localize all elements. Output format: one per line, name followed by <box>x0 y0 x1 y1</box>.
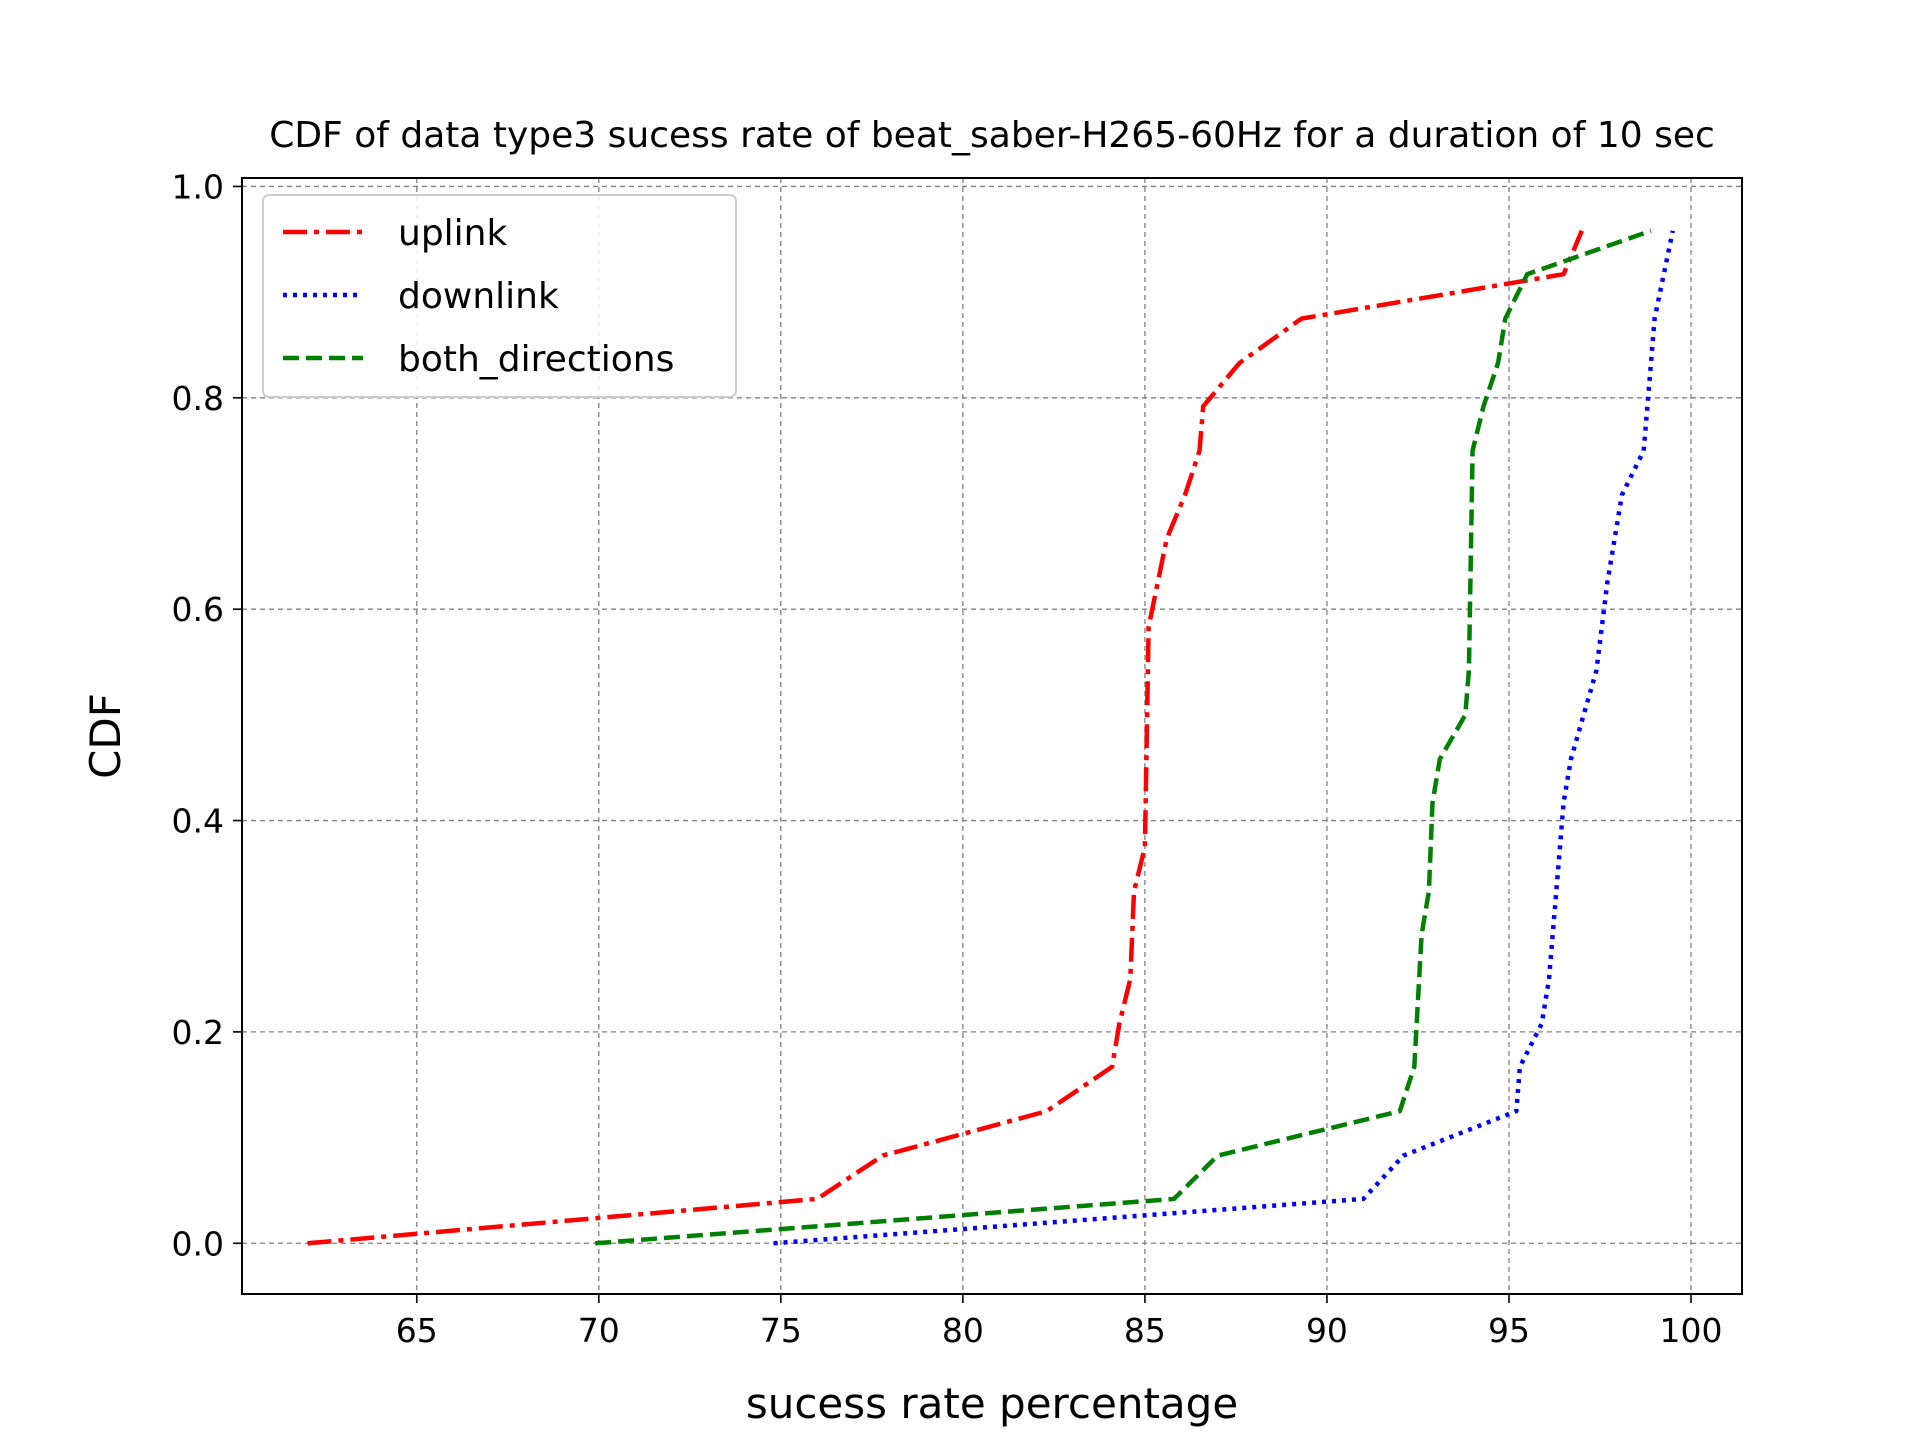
legend-label-uplink: uplink <box>398 213 507 254</box>
grid-lines <box>242 178 1742 1294</box>
x-tick-label: 65 <box>396 1311 438 1350</box>
y-axis-label: CDF <box>81 693 130 779</box>
x-axis-label: sucess rate percentage <box>746 1379 1238 1428</box>
legend-label-both-directions: both_directions <box>398 339 674 380</box>
series-line-both-directions <box>595 228 1652 1246</box>
chart-title: CDF of data type3 sucess rate of beat_sa… <box>269 115 1715 156</box>
axis-ticks: 65 70 75 80 85 90 95 100 0.0 0.2 0.4 0.6 0.8 1.0 <box>172 167 1723 1350</box>
series-line-downlink <box>773 230 1676 1246</box>
series-line-uplink <box>307 229 1584 1246</box>
x-tick-label: 70 <box>578 1311 620 1350</box>
y-tick-label: 0.2 <box>172 1013 224 1052</box>
plot-frame <box>241 177 1743 1295</box>
x-tick-label: 80 <box>942 1311 984 1350</box>
x-tick-label: 100 <box>1660 1311 1723 1350</box>
legend-label-downlink: downlink <box>398 276 559 317</box>
y-tick-label: 0.8 <box>172 379 224 418</box>
x-tick-label: 95 <box>1488 1311 1530 1350</box>
y-tick-label: 1.0 <box>172 167 224 206</box>
y-tick-label: 0.6 <box>172 590 224 629</box>
legend-items: uplink downlink both_directions <box>283 213 674 380</box>
series-lines <box>307 228 1676 1246</box>
y-tick-label: 0.4 <box>172 802 224 841</box>
x-tick-label: 75 <box>760 1311 802 1350</box>
legend-box <box>262 194 737 398</box>
x-tick-label: 90 <box>1306 1311 1348 1350</box>
y-tick-label: 0.0 <box>172 1224 224 1263</box>
legend: uplink downlink both_directions <box>262 194 737 398</box>
x-tick-label: 85 <box>1124 1311 1166 1350</box>
